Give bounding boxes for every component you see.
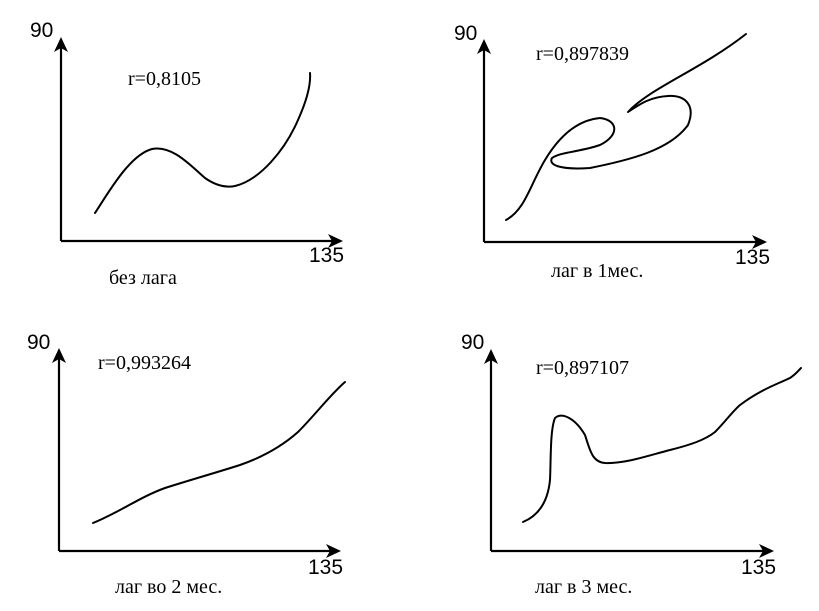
y-axis-max-label: 90: [461, 331, 484, 354]
y-axis-arrow: [54, 37, 68, 52]
x-axis-arrow: [752, 235, 767, 249]
x-axis-arrow: [326, 544, 341, 558]
lag-curve: [92, 381, 346, 524]
correlation-label: r=0,8105: [128, 68, 201, 90]
panel-no-lag: 90 135 r=0,8105 без лага: [30, 19, 344, 289]
correlation-label: r=0,993264: [98, 352, 191, 374]
x-axis-arrow: [759, 544, 774, 558]
panel-caption: лаг в 1мес.: [551, 260, 643, 282]
panel-lag-1-month: 90 135 r=0,897839 лаг в 1мес.: [454, 22, 770, 282]
lag-curve: [522, 367, 802, 523]
lag-curve: [94, 72, 312, 214]
x-axis-max-label: 135: [735, 246, 770, 269]
x-axis-arrow: [328, 234, 343, 248]
lag-curve: [505, 33, 747, 221]
correlation-label: r=0,897107: [536, 357, 629, 379]
x-axis-max-label: 135: [308, 556, 343, 579]
panel-lag-2-months: 90 135 r=0,993264 лаг во 2 мес.: [27, 331, 346, 598]
y-axis-max-label: 90: [30, 19, 53, 42]
panel-caption: лаг в 3 мес.: [535, 576, 632, 598]
y-axis-arrow: [484, 349, 498, 364]
y-axis-max-label: 90: [454, 22, 477, 45]
x-axis-max-label: 135: [741, 556, 776, 579]
y-axis-arrow: [477, 39, 491, 54]
panel-caption: лаг во 2 мес.: [115, 576, 222, 598]
panel-caption: без лага: [109, 267, 177, 289]
correlation-label: r=0,897839: [536, 43, 629, 65]
x-axis-max-label: 135: [309, 244, 344, 267]
y-axis-arrow: [52, 348, 66, 363]
panel-lag-3-months: 90 135 r=0,897107 лаг в 3 мес.: [461, 331, 802, 598]
y-axis-max-label: 90: [27, 331, 50, 354]
